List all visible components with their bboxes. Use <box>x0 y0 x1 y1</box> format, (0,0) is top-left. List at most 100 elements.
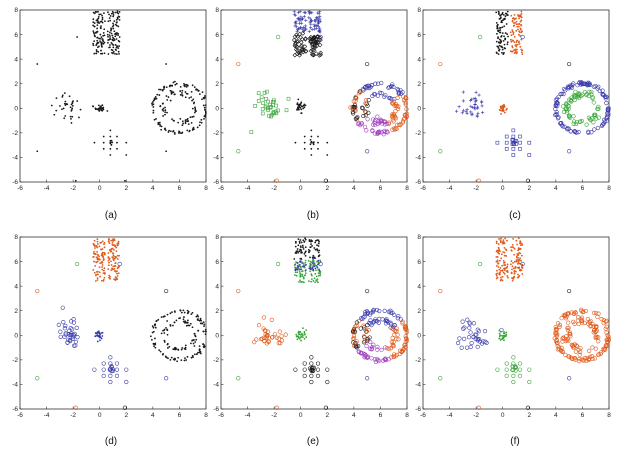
data-point <box>100 49 102 52</box>
data-point <box>581 358 586 363</box>
y-tick-label: 2 <box>417 308 421 315</box>
x-tick-label: 4 <box>554 185 558 192</box>
data-point <box>564 334 569 339</box>
data-point <box>111 267 113 270</box>
data-point <box>313 24 317 29</box>
data-point <box>498 38 501 41</box>
scatter-points <box>236 9 409 183</box>
data-point <box>313 277 316 280</box>
data-point <box>102 40 105 43</box>
data-point <box>512 17 515 19</box>
data-point <box>96 340 99 343</box>
data-point <box>567 288 572 294</box>
data-point <box>393 114 398 120</box>
data-point <box>371 117 376 122</box>
data-point <box>495 240 498 243</box>
data-point <box>559 348 564 354</box>
data-point <box>188 97 191 99</box>
data-point <box>503 339 505 342</box>
data-point <box>191 326 194 329</box>
data-point <box>510 14 513 17</box>
data-point <box>96 27 99 30</box>
data-point <box>56 322 61 327</box>
data-point <box>172 324 174 327</box>
data-point <box>393 109 398 114</box>
data-point <box>166 313 169 316</box>
panel-label: (d) <box>105 436 117 447</box>
data-point <box>109 19 112 22</box>
data-point <box>168 345 171 348</box>
data-point <box>185 324 188 327</box>
data-point <box>568 355 573 360</box>
data-point <box>316 239 319 241</box>
data-point <box>99 33 102 36</box>
data-point <box>66 332 71 337</box>
data-point <box>94 335 97 338</box>
data-point <box>116 10 119 13</box>
data-point <box>274 103 279 108</box>
data-point <box>94 280 97 282</box>
data-point <box>459 345 464 350</box>
data-point <box>184 122 187 125</box>
data-point <box>360 106 365 111</box>
data-point <box>303 135 306 138</box>
data-point <box>391 101 396 106</box>
y-tick-label: -2 <box>415 357 421 364</box>
data-point <box>469 340 474 346</box>
data-point <box>371 320 376 325</box>
data-point <box>283 332 288 337</box>
data-point <box>496 259 499 262</box>
data-point <box>295 333 298 336</box>
data-point <box>596 335 601 340</box>
data-point <box>567 376 572 381</box>
data-point <box>100 279 103 282</box>
data-point <box>502 109 505 112</box>
data-point <box>568 332 573 337</box>
data-point <box>560 336 565 341</box>
data-point <box>109 364 114 369</box>
data-point <box>563 313 568 319</box>
data-point <box>563 88 568 93</box>
y-tick-label: 2 <box>215 308 219 315</box>
panel-label: (f) <box>510 436 519 447</box>
data-point <box>351 340 356 345</box>
data-point <box>503 332 506 335</box>
y-tick-label: -2 <box>213 130 219 137</box>
data-point <box>98 107 101 110</box>
data-point <box>101 38 104 40</box>
data-point <box>500 35 503 37</box>
data-point <box>265 329 271 334</box>
data-point <box>276 34 281 40</box>
data-point <box>108 373 113 378</box>
data-point <box>310 11 314 15</box>
data-point <box>375 344 380 349</box>
data-point <box>259 95 264 100</box>
data-point <box>466 335 472 340</box>
data-point <box>362 340 367 345</box>
data-point <box>461 326 466 331</box>
y-tick-label: 8 <box>215 7 219 14</box>
data-point <box>511 268 513 271</box>
data-point <box>312 280 315 282</box>
data-point <box>97 10 99 13</box>
data-point <box>500 257 503 260</box>
data-point <box>184 96 187 99</box>
data-point <box>100 241 103 244</box>
data-point <box>311 368 316 373</box>
data-point <box>519 46 522 48</box>
data-point <box>108 31 111 34</box>
data-point <box>567 61 572 67</box>
data-point <box>299 266 302 269</box>
data-point <box>184 344 187 347</box>
scatter-points <box>438 237 611 410</box>
data-point <box>296 27 300 32</box>
x-tick-label: 0 <box>299 412 303 419</box>
data-point <box>183 316 185 318</box>
data-point <box>102 269 105 272</box>
data-point <box>316 278 319 281</box>
data-point <box>155 118 157 120</box>
data-point <box>186 118 188 121</box>
data-point <box>525 178 531 183</box>
data-point <box>317 35 322 40</box>
data-point <box>326 141 329 144</box>
